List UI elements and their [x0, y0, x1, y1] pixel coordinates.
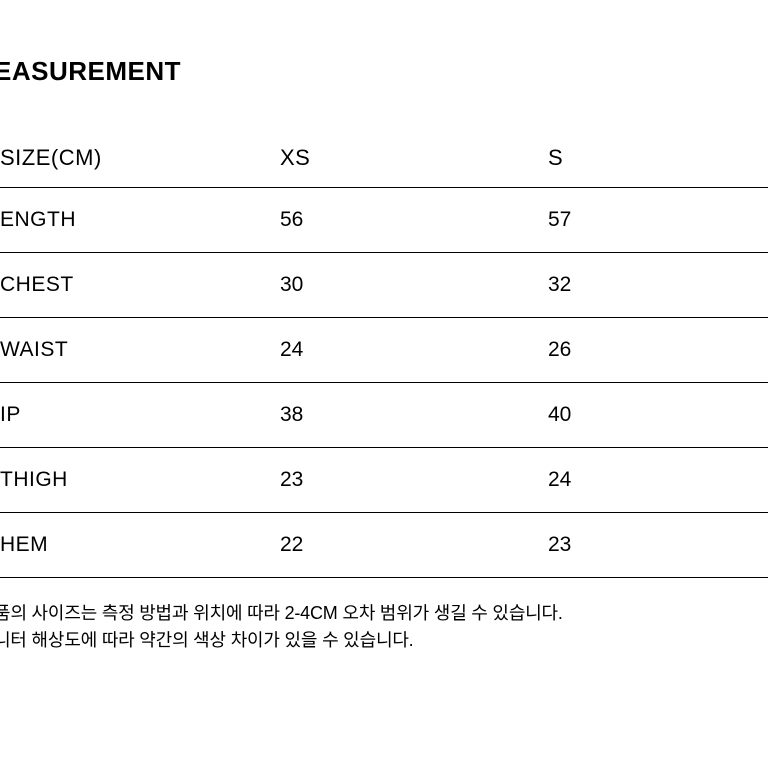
row-label: THIGH: [0, 447, 280, 512]
cell-s: 32: [548, 252, 768, 317]
size-table: SIZE(CM) XS S ENGTH 56 57 CHEST 30 32 WA…: [0, 129, 768, 578]
row-label: WAIST: [0, 317, 280, 382]
table-row: HEM 22 23: [0, 512, 768, 577]
measurement-page: EASUREMENT SIZE(CM) XS S ENGTH 56 57 CHE…: [0, 0, 768, 768]
table-row: THIGH 23 24: [0, 447, 768, 512]
cell-xs: 22: [280, 512, 548, 577]
section-title: EASUREMENT: [0, 56, 768, 87]
row-label: CHEST: [0, 252, 280, 317]
table-row: CHEST 30 32: [0, 252, 768, 317]
cell-s: 23: [548, 512, 768, 577]
cell-xs: 38: [280, 382, 548, 447]
table-row: IP 38 40: [0, 382, 768, 447]
table-row: WAIST 24 26: [0, 317, 768, 382]
footnote-line: 품의 사이즈는 측정 방법과 위치에 따라 2-4CM 오차 범위가 생길 수 …: [0, 600, 768, 628]
col-header-s: S: [548, 129, 768, 187]
cell-xs: 30: [280, 252, 548, 317]
cell-xs: 56: [280, 187, 548, 252]
col-header-label: SIZE(CM): [0, 129, 280, 187]
row-label: ENGTH: [0, 187, 280, 252]
cell-s: 26: [548, 317, 768, 382]
row-label: HEM: [0, 512, 280, 577]
cell-s: 24: [548, 447, 768, 512]
cell-xs: 23: [280, 447, 548, 512]
cell-s: 57: [548, 187, 768, 252]
row-label: IP: [0, 382, 280, 447]
table-header-row: SIZE(CM) XS S: [0, 129, 768, 187]
cell-xs: 24: [280, 317, 548, 382]
footnote-line: 니터 해상도에 따라 약간의 색상 차이가 있을 수 있습니다.: [0, 627, 768, 655]
table-row: ENGTH 56 57: [0, 187, 768, 252]
cell-s: 40: [548, 382, 768, 447]
col-header-xs: XS: [280, 129, 548, 187]
footnotes: 품의 사이즈는 측정 방법과 위치에 따라 2-4CM 오차 범위가 생길 수 …: [0, 600, 768, 656]
